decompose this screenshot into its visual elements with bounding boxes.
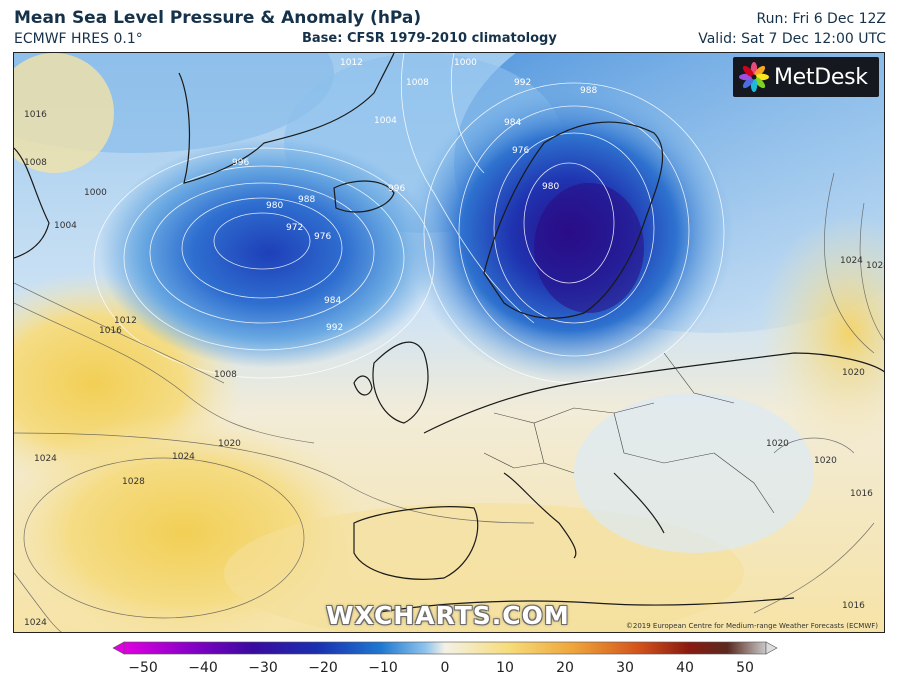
- scandinavia-coast: [483, 121, 664, 319]
- color-scale-bar: [112, 641, 778, 655]
- ireland-coast: [353, 375, 373, 396]
- isobar-labels-white: 1012 1008 1004 1000 992 988 984 976 980 …: [232, 58, 597, 333]
- british-isles-coast: [372, 341, 429, 424]
- isobars-low: [93, 53, 725, 384]
- legend-tick: 40: [676, 660, 694, 676]
- legend-tick: −50: [128, 660, 158, 676]
- isobar-label: 1016: [842, 601, 865, 611]
- climatology-base-label: Base: CFSR 1979-2010 climatology: [302, 31, 557, 46]
- header: Mean Sea Level Pressure & Anomaly (hPa) …: [0, 0, 900, 52]
- isobar-label: 992: [326, 323, 343, 333]
- legend-tick: −40: [188, 660, 218, 676]
- isobar-label: 972: [286, 223, 303, 233]
- isobar-label: 1024: [24, 618, 47, 628]
- isobar-label: 1012: [340, 58, 363, 68]
- color-scale-legend: −50 −40 −30 −20 −10 0 10 20 30 40 50: [0, 640, 900, 689]
- isobar-label: 1020: [766, 439, 789, 449]
- isobar-label: 976: [314, 232, 331, 242]
- isobar-label: 1000: [84, 188, 107, 198]
- isobar-label: 1008: [406, 78, 429, 88]
- isobar-label: 1020: [842, 368, 865, 378]
- valid-time-label: Valid: Sat 7 Dec 12:00 UTC: [698, 31, 886, 47]
- isobar-labels-dark: 1016 1008 1000 1004 1012 1016 1008 1020 …: [24, 110, 885, 628]
- isobar-label: 988: [298, 195, 315, 205]
- logo-text: MetDesk: [774, 64, 868, 90]
- greenland-coast: [178, 53, 395, 184]
- balkans-coast: [613, 472, 665, 534]
- isobar-label: 996: [232, 158, 249, 168]
- metdesk-flower-icon: [739, 62, 769, 92]
- isobar-label: 1004: [54, 221, 77, 231]
- legend-tick: −20: [308, 660, 338, 676]
- iberia-coast: [353, 506, 479, 580]
- isobar-label: 1016: [99, 326, 122, 336]
- isobar-label: 976: [512, 146, 529, 156]
- coastlines: [14, 53, 884, 614]
- iceland-coast: [333, 180, 395, 213]
- legend-tick: 20: [556, 660, 574, 676]
- isobar-label: 1008: [214, 370, 237, 380]
- isobar-label: 1016: [24, 110, 47, 120]
- isobar-label: 1020: [814, 456, 837, 466]
- legend-tick: 50: [736, 660, 754, 676]
- isobar-label: 980: [542, 182, 559, 192]
- isobar-label: 984: [504, 118, 521, 128]
- continent-coast: [423, 352, 884, 434]
- model-label: ECMWF HRES 0.1°: [14, 31, 143, 47]
- pressure-anomaly-map: 1012 1008 1004 1000 992 988 984 976 980 …: [13, 52, 885, 633]
- isobar-label: 1012: [114, 316, 137, 326]
- legend-tick: 0: [440, 660, 450, 676]
- run-time-label: Run: Fri 6 Dec 12Z: [756, 11, 886, 27]
- isobar-label: 1020: [218, 439, 241, 449]
- legend-tick: −10: [368, 660, 398, 676]
- legend-tick: 30: [616, 660, 634, 676]
- isobar-label: 1024: [34, 454, 57, 464]
- isobar-label: 1004: [374, 116, 397, 126]
- canada-coast: [14, 147, 50, 259]
- isobar-label: 1028: [122, 477, 145, 487]
- borders: [483, 352, 775, 514]
- isobar-label: 980: [266, 201, 283, 211]
- west-low-anomaly: [99, 138, 439, 368]
- isobar-label: 984: [324, 296, 341, 306]
- isobars-high: [14, 172, 884, 632]
- isobar-label: 1016: [850, 489, 873, 499]
- isobar-label: 988: [580, 86, 597, 96]
- isobar-label: 1000: [454, 58, 477, 68]
- isobar-label: 1028: [866, 261, 885, 271]
- isobar-label: 1024: [172, 452, 195, 462]
- legend-tick: −30: [248, 660, 278, 676]
- legend-tick: 10: [496, 660, 514, 676]
- north-africa-coast: [373, 597, 795, 614]
- chart-title: Mean Sea Level Pressure & Anomaly (hPa): [14, 8, 422, 28]
- metdesk-logo: MetDesk: [733, 57, 879, 97]
- copyright-notice: ©2019 European Centre for Medium-range W…: [625, 622, 878, 630]
- map-canvas: 1012 1008 1004 1000 992 988 984 976 980 …: [14, 53, 885, 632]
- isobar-label: 992: [514, 78, 531, 88]
- isobar-label: 1008: [24, 158, 47, 168]
- isobar-label: 996: [388, 184, 405, 194]
- isobar-label: 1024: [840, 256, 863, 266]
- italy-coast: [503, 472, 577, 559]
- wxcharts-watermark: WXCHARTS.COM: [326, 601, 570, 630]
